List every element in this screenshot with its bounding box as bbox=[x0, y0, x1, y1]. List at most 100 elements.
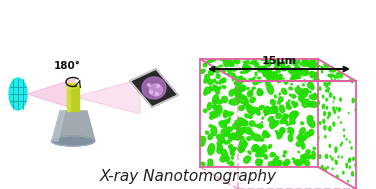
Ellipse shape bbox=[302, 144, 305, 149]
Ellipse shape bbox=[256, 112, 259, 114]
Ellipse shape bbox=[346, 139, 347, 140]
Ellipse shape bbox=[229, 117, 230, 120]
Ellipse shape bbox=[309, 155, 311, 157]
Ellipse shape bbox=[272, 77, 274, 79]
Ellipse shape bbox=[217, 106, 219, 108]
Ellipse shape bbox=[233, 123, 239, 129]
Ellipse shape bbox=[201, 162, 205, 166]
Ellipse shape bbox=[210, 112, 216, 116]
Ellipse shape bbox=[240, 122, 241, 125]
Ellipse shape bbox=[309, 95, 317, 100]
Ellipse shape bbox=[231, 157, 233, 159]
Ellipse shape bbox=[333, 109, 334, 110]
Ellipse shape bbox=[203, 63, 207, 67]
Ellipse shape bbox=[235, 76, 237, 79]
Ellipse shape bbox=[217, 105, 222, 114]
Ellipse shape bbox=[254, 62, 258, 67]
Ellipse shape bbox=[231, 112, 233, 115]
Ellipse shape bbox=[228, 64, 234, 66]
Ellipse shape bbox=[294, 66, 300, 74]
Ellipse shape bbox=[273, 106, 278, 112]
Ellipse shape bbox=[295, 160, 300, 164]
Ellipse shape bbox=[328, 74, 334, 77]
Ellipse shape bbox=[237, 128, 246, 135]
Ellipse shape bbox=[235, 121, 237, 122]
Ellipse shape bbox=[52, 136, 94, 146]
Ellipse shape bbox=[204, 79, 208, 81]
Ellipse shape bbox=[235, 98, 237, 99]
Ellipse shape bbox=[287, 105, 291, 109]
Ellipse shape bbox=[267, 84, 273, 94]
Ellipse shape bbox=[277, 132, 282, 139]
Ellipse shape bbox=[338, 156, 339, 158]
Ellipse shape bbox=[209, 87, 214, 91]
Ellipse shape bbox=[307, 116, 313, 121]
Bar bbox=[67, 86, 79, 111]
Ellipse shape bbox=[326, 83, 327, 87]
Ellipse shape bbox=[263, 70, 269, 77]
Ellipse shape bbox=[226, 156, 229, 161]
Ellipse shape bbox=[234, 82, 237, 84]
Ellipse shape bbox=[206, 131, 209, 134]
Ellipse shape bbox=[338, 117, 339, 118]
Ellipse shape bbox=[217, 145, 222, 150]
Ellipse shape bbox=[293, 121, 295, 124]
Ellipse shape bbox=[280, 64, 282, 65]
Ellipse shape bbox=[269, 76, 275, 81]
Ellipse shape bbox=[291, 101, 295, 105]
Ellipse shape bbox=[235, 123, 238, 126]
Ellipse shape bbox=[325, 136, 326, 138]
Ellipse shape bbox=[223, 86, 226, 88]
Ellipse shape bbox=[239, 85, 244, 91]
Ellipse shape bbox=[260, 139, 264, 141]
Ellipse shape bbox=[276, 133, 279, 135]
Ellipse shape bbox=[282, 78, 284, 79]
Ellipse shape bbox=[308, 156, 312, 159]
Ellipse shape bbox=[150, 91, 153, 94]
Ellipse shape bbox=[288, 131, 289, 133]
Ellipse shape bbox=[219, 58, 223, 60]
Ellipse shape bbox=[288, 69, 293, 74]
Ellipse shape bbox=[223, 70, 225, 72]
Ellipse shape bbox=[259, 150, 264, 157]
Ellipse shape bbox=[348, 159, 350, 162]
Ellipse shape bbox=[336, 107, 337, 109]
Ellipse shape bbox=[307, 101, 313, 106]
Ellipse shape bbox=[208, 162, 213, 167]
Ellipse shape bbox=[156, 92, 159, 95]
Ellipse shape bbox=[224, 114, 227, 117]
Ellipse shape bbox=[224, 141, 227, 144]
Ellipse shape bbox=[259, 66, 265, 72]
Ellipse shape bbox=[256, 153, 260, 157]
Ellipse shape bbox=[297, 60, 300, 63]
Ellipse shape bbox=[228, 135, 232, 138]
Ellipse shape bbox=[221, 129, 227, 136]
Ellipse shape bbox=[290, 63, 293, 64]
Ellipse shape bbox=[262, 145, 267, 152]
Ellipse shape bbox=[268, 116, 273, 121]
Ellipse shape bbox=[255, 147, 262, 153]
Ellipse shape bbox=[212, 95, 218, 104]
Ellipse shape bbox=[311, 86, 314, 90]
Ellipse shape bbox=[202, 141, 205, 144]
Ellipse shape bbox=[340, 73, 343, 78]
Ellipse shape bbox=[274, 158, 276, 160]
Ellipse shape bbox=[310, 76, 314, 77]
Ellipse shape bbox=[299, 134, 302, 137]
Ellipse shape bbox=[234, 147, 236, 149]
Ellipse shape bbox=[282, 62, 285, 63]
Ellipse shape bbox=[147, 84, 150, 87]
Ellipse shape bbox=[302, 89, 308, 93]
Ellipse shape bbox=[322, 95, 324, 98]
Ellipse shape bbox=[352, 80, 353, 83]
Ellipse shape bbox=[238, 146, 245, 152]
Ellipse shape bbox=[243, 66, 248, 68]
Ellipse shape bbox=[265, 81, 270, 86]
Ellipse shape bbox=[250, 90, 253, 92]
Ellipse shape bbox=[227, 112, 232, 116]
Ellipse shape bbox=[299, 92, 301, 95]
Ellipse shape bbox=[299, 94, 302, 97]
Ellipse shape bbox=[243, 78, 244, 79]
Ellipse shape bbox=[217, 148, 221, 153]
Ellipse shape bbox=[328, 75, 334, 77]
